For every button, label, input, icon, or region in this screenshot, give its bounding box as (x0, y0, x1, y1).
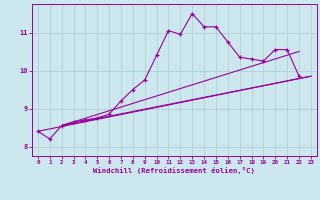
X-axis label: Windchill (Refroidissement éolien,°C): Windchill (Refroidissement éolien,°C) (93, 167, 255, 174)
